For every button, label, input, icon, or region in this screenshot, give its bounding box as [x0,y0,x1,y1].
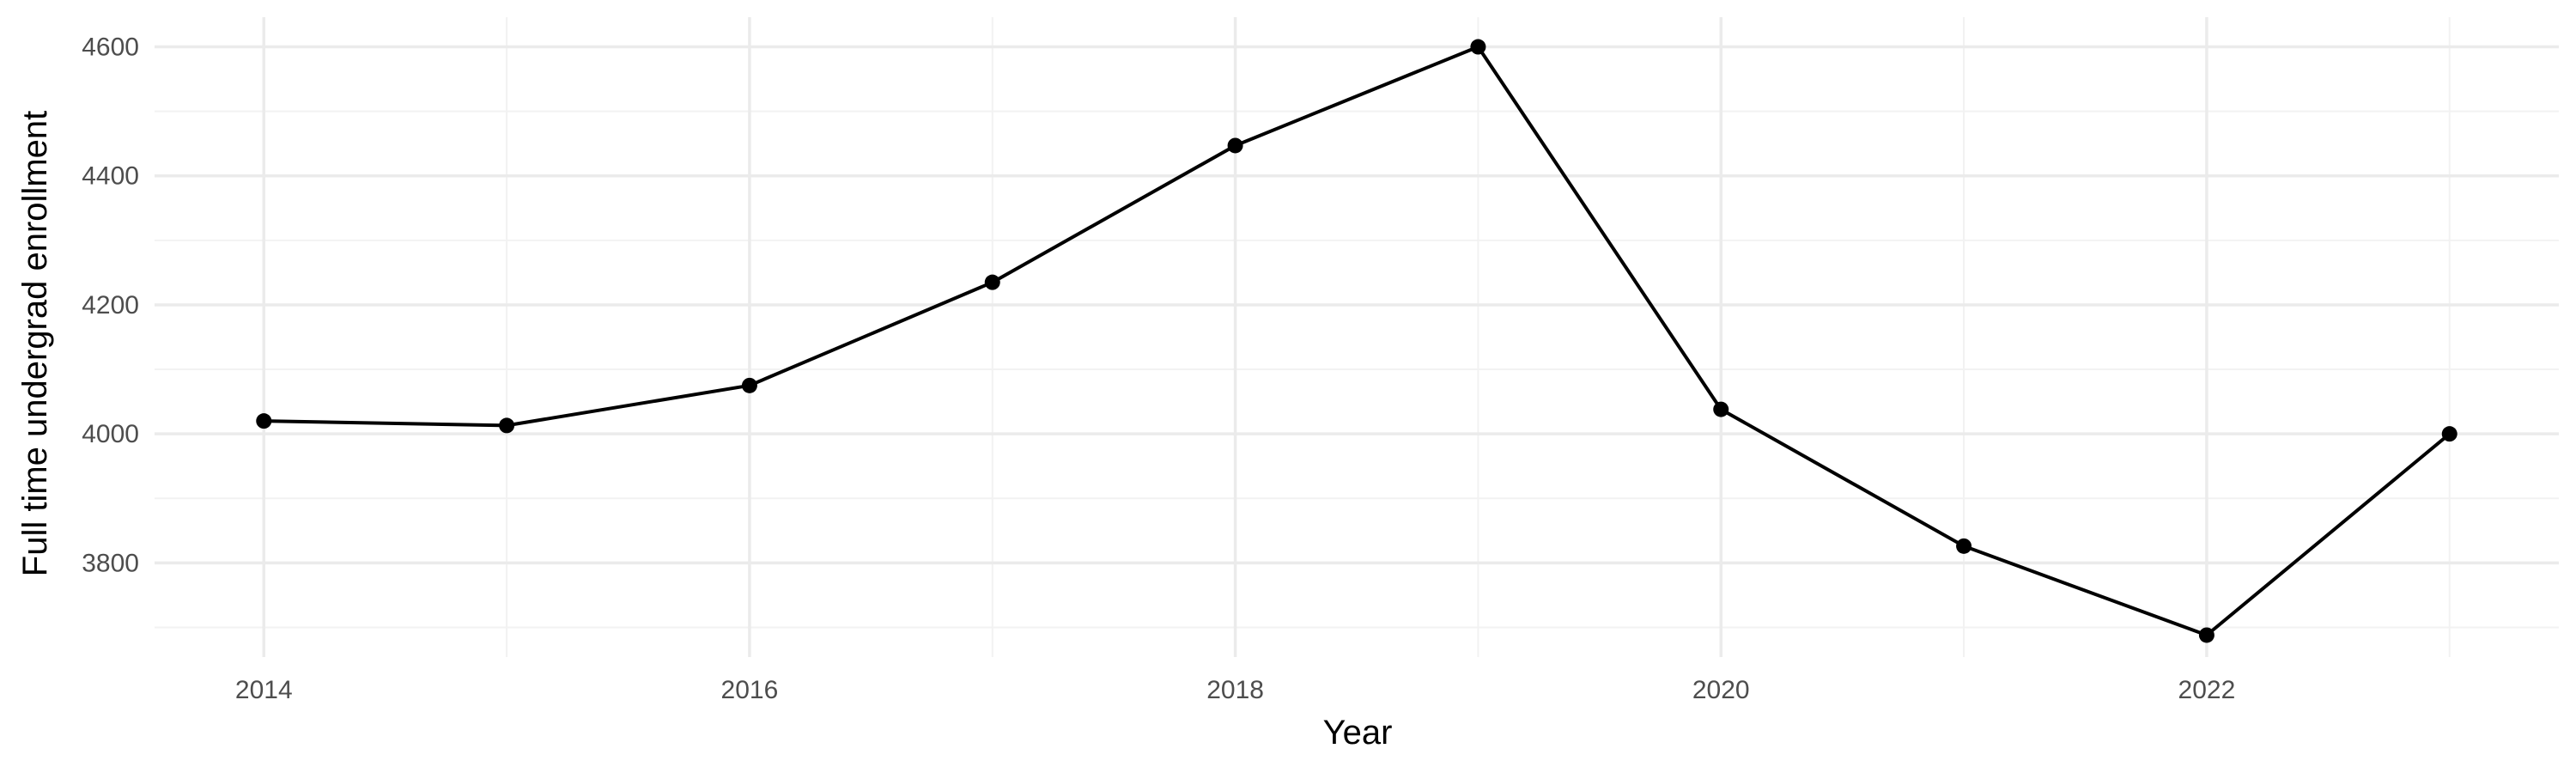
minor-gridlines [155,17,2559,657]
x-tick-label: 2016 [721,676,779,704]
series-line [264,45,2451,637]
y-tick-label: 4000 [82,420,139,448]
x-axis-tick-labels: 2014 2016 2018 2020 2022 [235,676,2235,704]
data-point-2019 [1470,39,1486,55]
series-layer [256,39,2458,643]
data-point-2016 [741,377,757,393]
y-axis-title: Full time undergrad enrollment [16,111,54,576]
data-point-2020 [1713,401,1729,417]
y-tick-label: 3800 [82,549,139,577]
x-tick-label: 2022 [2178,676,2236,704]
data-point-2021 [1956,538,1972,554]
data-point-2014 [256,413,272,429]
data-point-2018 [1227,137,1243,154]
y-tick-label: 4600 [82,33,139,62]
data-point-2017 [984,274,1000,290]
x-tick-label: 2014 [235,676,293,704]
data-point-2023 [2441,426,2458,442]
y-tick-label: 4400 [82,162,139,191]
y-axis-tick-labels: 3800 4000 4200 4400 4600 [82,33,139,578]
x-axis-title: Year [1323,714,1393,752]
data-point-2022 [2198,627,2215,643]
x-tick-label: 2020 [1692,676,1750,704]
y-tick-label: 4200 [82,291,139,320]
major-gridlines [155,17,2559,657]
data-point-2015 [499,417,515,434]
x-tick-label: 2018 [1206,676,1264,704]
